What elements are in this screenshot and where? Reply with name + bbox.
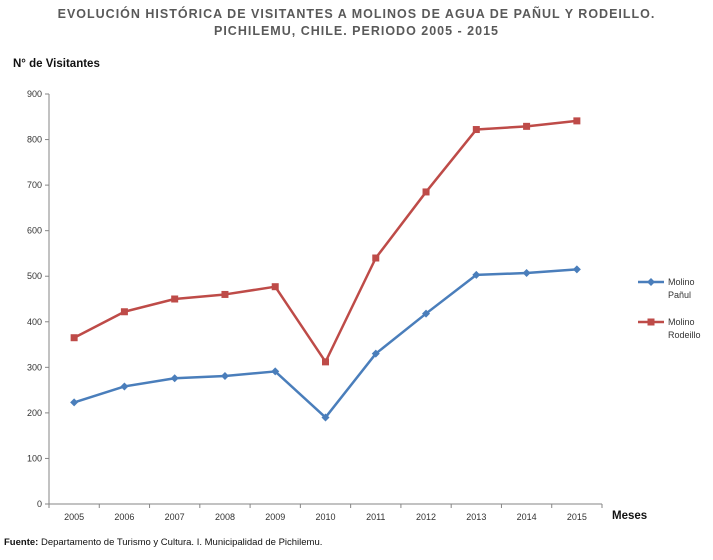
- legend-marker: [647, 278, 655, 286]
- series-line: [73, 268, 577, 419]
- data-point: [220, 371, 229, 380]
- series-line: [73, 119, 577, 364]
- data-point: [472, 126, 480, 134]
- y-tick-label: 500: [27, 271, 42, 281]
- x-tick-label: 2006: [114, 512, 134, 522]
- data-point: [70, 334, 78, 342]
- data-point: [271, 283, 279, 291]
- chart-title-line2: PICHILEMU, CHILE. PERIODO 2005 - 2015: [214, 24, 499, 38]
- x-tick-label: 2010: [315, 512, 335, 522]
- data-point: [472, 270, 481, 279]
- chart-title-line1: EVOLUCIÓN HISTÓRICA DE VISITANTES A MOLI…: [57, 7, 656, 21]
- data-point: [120, 308, 128, 316]
- y-tick-label: 400: [27, 317, 42, 327]
- y-tick-label: 800: [27, 135, 42, 145]
- legend-label: Rodeillo: [668, 330, 701, 340]
- legend-label: Molino: [668, 277, 695, 287]
- data-point: [422, 188, 430, 196]
- y-tick-label: 0: [37, 499, 42, 509]
- x-tick-label: 2005: [64, 512, 84, 522]
- data-point: [573, 117, 581, 125]
- data-point: [171, 295, 179, 303]
- legend-label: Pañul: [668, 290, 691, 300]
- y-tick-label: 300: [27, 362, 42, 372]
- y-tick-label: 700: [27, 180, 42, 190]
- x-tick-label: 2015: [567, 512, 587, 522]
- x-tick-label: 2009: [265, 512, 285, 522]
- data-point: [120, 382, 129, 391]
- source-footnote: Fuente: Departamento de Turismo y Cultur…: [4, 537, 322, 548]
- data-point: [322, 358, 329, 366]
- data-point: [372, 254, 380, 262]
- x-tick-label: 2008: [215, 512, 235, 522]
- x-tick-label: 2014: [517, 512, 537, 522]
- data-point: [523, 122, 531, 130]
- footnote-label: Fuente:: [4, 537, 39, 548]
- footnote-text: Departamento de Turismo y Cultura. I. Mu…: [38, 537, 323, 548]
- x-tick-label: 2013: [466, 512, 486, 522]
- data-point: [572, 265, 581, 274]
- data-point: [170, 374, 179, 383]
- data-point: [371, 349, 380, 358]
- y-tick-label: 600: [27, 226, 42, 236]
- data-point: [271, 367, 280, 376]
- data-point: [70, 398, 79, 407]
- y-tick-label: 900: [27, 89, 42, 99]
- y-axis-label: N° de Visitantes: [13, 58, 100, 70]
- chart-title: EVOLUCIÓN HISTÓRICA DE VISITANTES A MOLI…: [0, 6, 713, 40]
- x-axis-label: Meses: [612, 510, 648, 522]
- y-tick-label: 100: [27, 453, 42, 463]
- data-point: [522, 269, 531, 278]
- y-tick-label: 200: [27, 408, 42, 418]
- legend-label: Molino: [668, 317, 695, 327]
- x-tick-label: 2012: [416, 512, 436, 522]
- data-point: [422, 309, 431, 318]
- data-point: [321, 413, 330, 422]
- x-tick-label: 2007: [165, 512, 185, 522]
- data-point: [221, 290, 229, 298]
- x-tick-label: 2011: [366, 512, 385, 522]
- legend-marker: [647, 318, 655, 326]
